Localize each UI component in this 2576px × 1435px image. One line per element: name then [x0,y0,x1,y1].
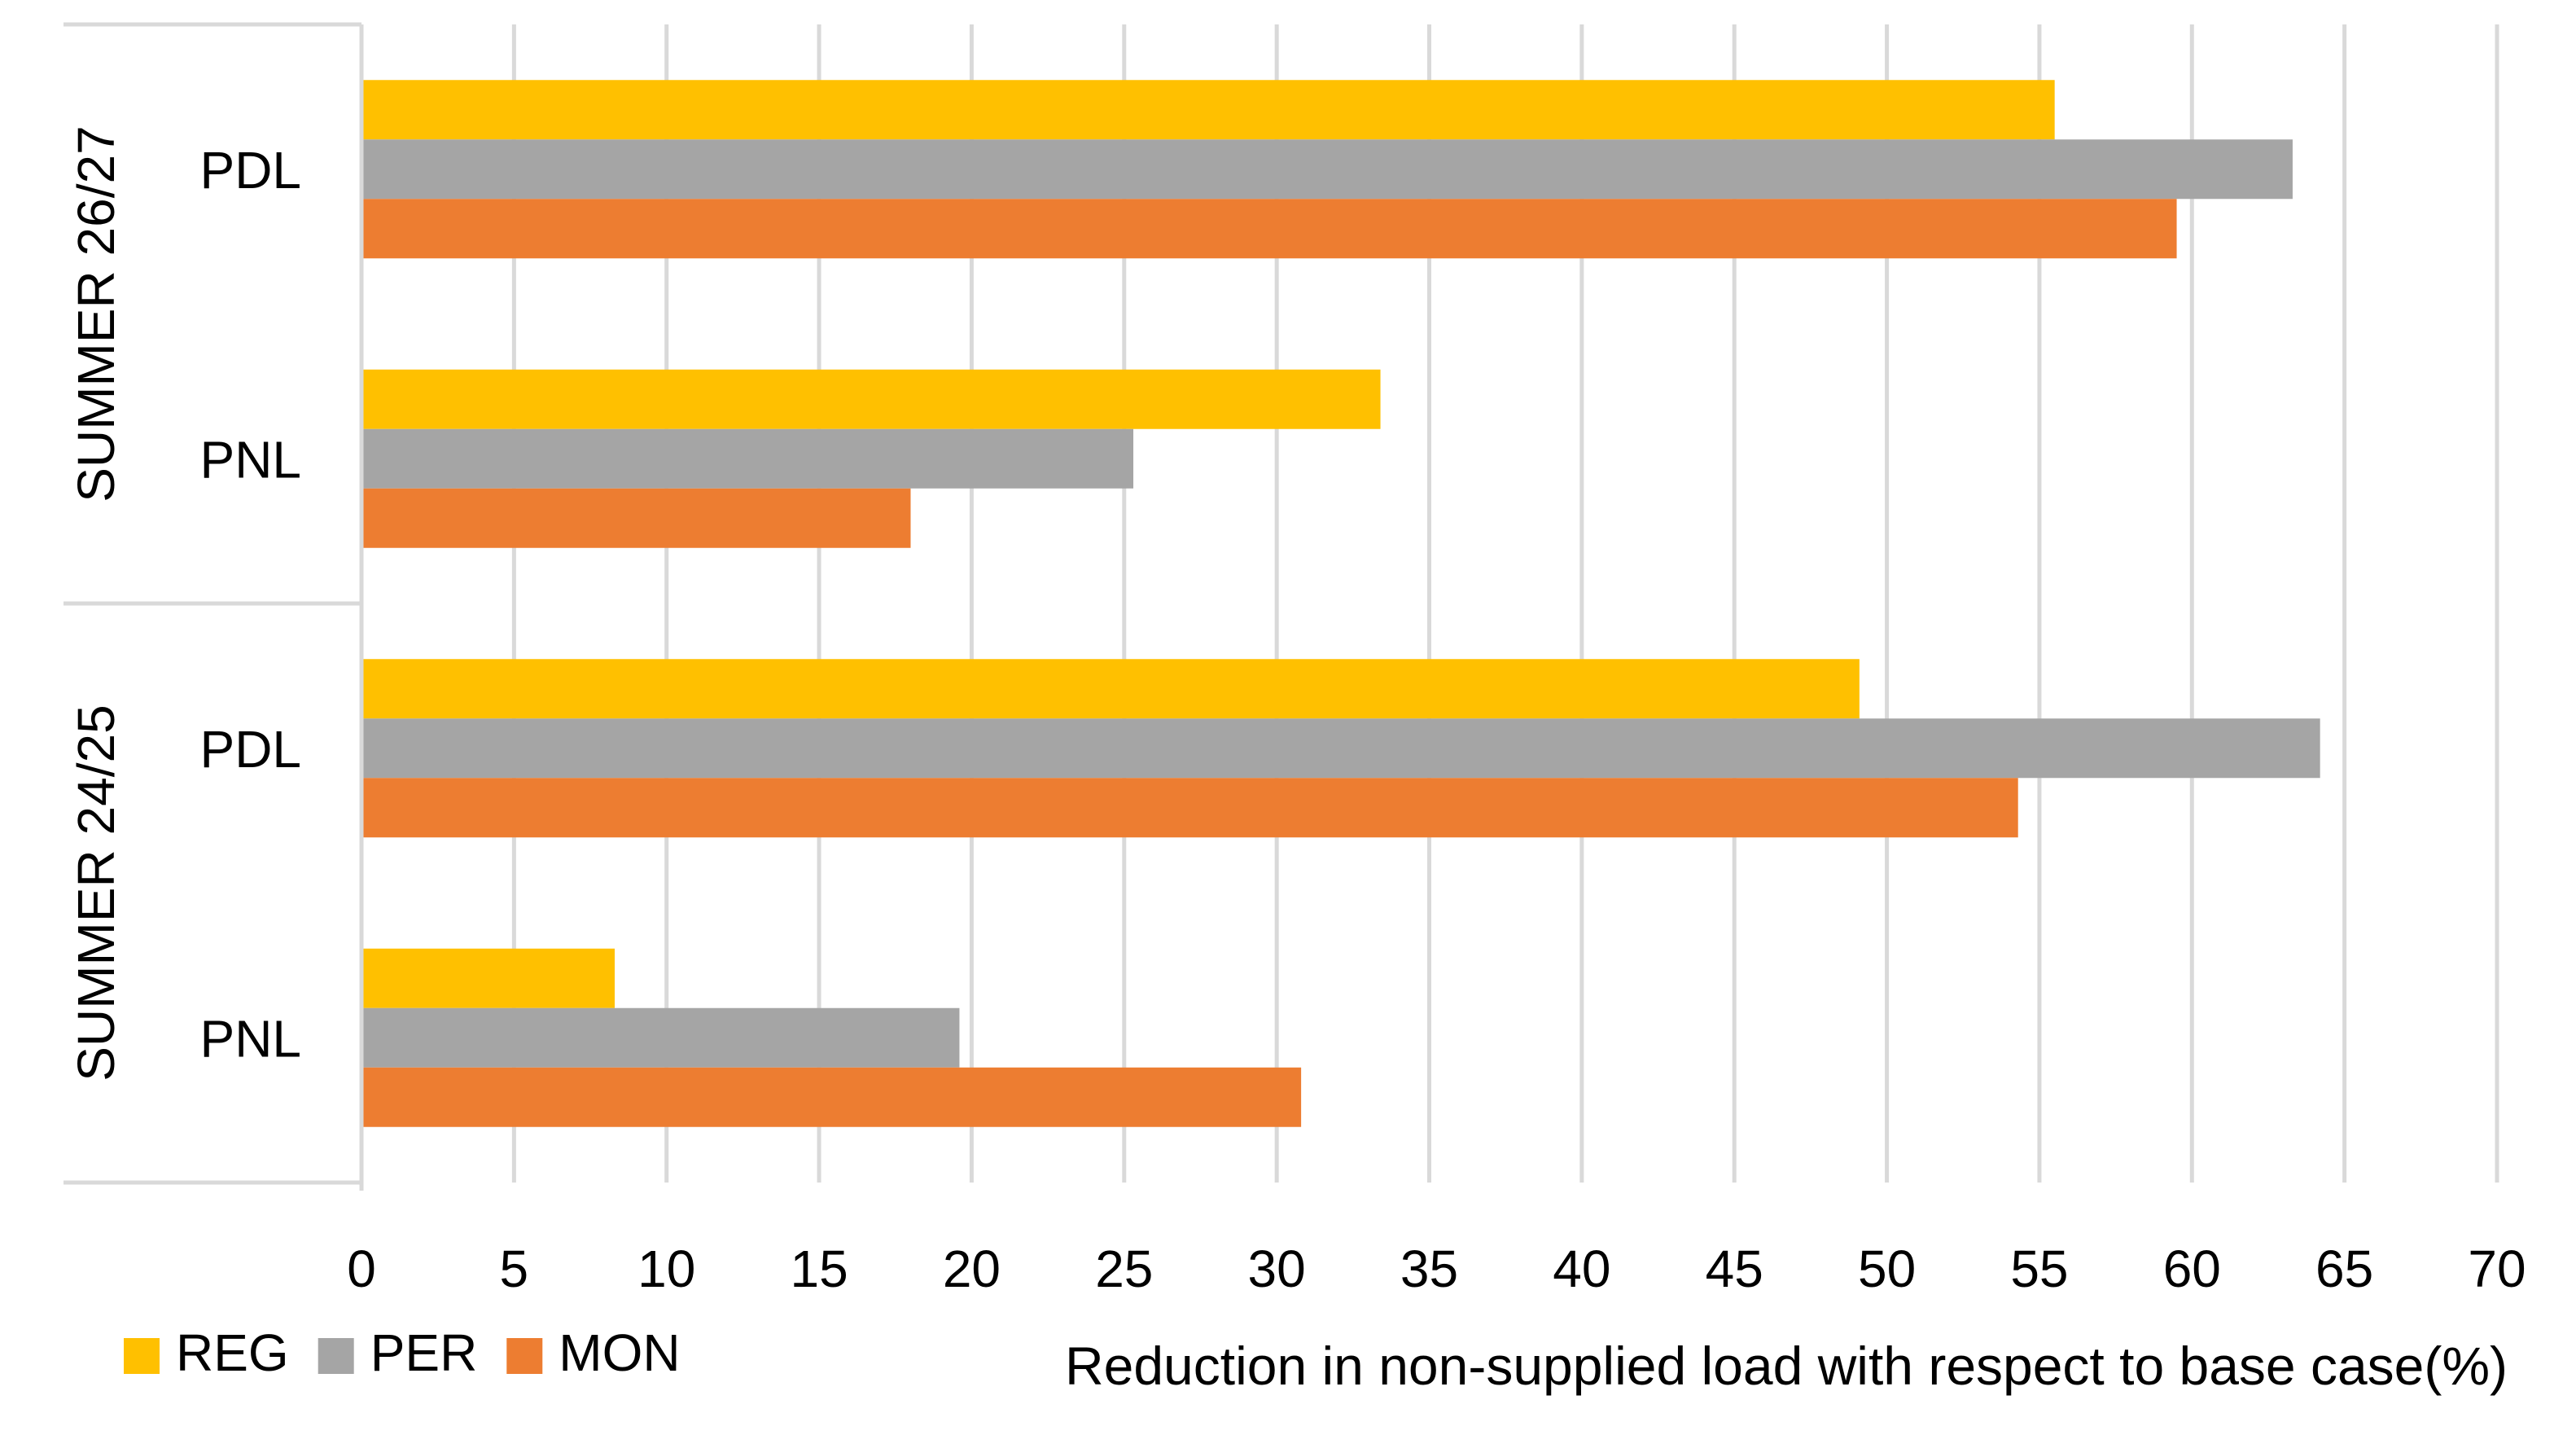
bar-reg [361,948,616,1008]
legend-label: MON [559,1323,680,1382]
bar-mon [361,488,911,548]
x-tick-label: 55 [2010,1240,2068,1298]
category-label: PNL [200,430,302,489]
x-tick-label: 65 [2315,1240,2373,1298]
category-label: PDL [200,720,302,779]
x-tick-label: 70 [2468,1240,2526,1298]
x-tick-label: 0 [347,1240,376,1298]
legend: REG PER MON [124,1323,681,1382]
bar-per [361,718,2320,779]
bar-mon [361,778,2018,838]
x-tick-labels: 0 5 10 15 20 25 30 35 40 45 50 55 60 65 70 [347,1240,2526,1298]
bar-reg [361,369,1381,429]
legend-label: REG [176,1323,289,1382]
category-labels: PDL PNL PDL PNL [200,141,302,1069]
x-tick-label: 20 [943,1240,1001,1298]
x-tick-label: 15 [790,1240,848,1298]
x-tick-label: 5 [500,1240,529,1298]
category-label: PNL [200,1009,302,1068]
bar-reg [361,80,2055,140]
axes [64,22,364,1191]
x-tick-label: 35 [1400,1240,1458,1298]
category-label: PDL [200,141,302,200]
x-tick-label: 40 [1553,1240,1610,1298]
legend-swatch-mon [506,1338,543,1374]
bar-per [361,139,2293,200]
bar-per [361,428,1134,489]
group-labels: SUMMER 26/27 SUMMER 24/25 [67,125,125,1081]
group-label: SUMMER 24/25 [67,704,125,1081]
bar-mon [361,199,2177,259]
x-tick-label: 50 [1858,1240,1916,1298]
x-tick-label: 30 [1248,1240,1306,1298]
x-axis-title: Reduction in non-supplied load with resp… [1065,1336,2508,1396]
legend-swatch-reg [124,1338,160,1374]
group-label: SUMMER 26/27 [67,125,125,502]
bar-mon [361,1067,1302,1127]
x-tick-label: 25 [1095,1240,1153,1298]
legend-label: PER [370,1323,478,1382]
bar-series [361,80,2320,1127]
legend-swatch-per [318,1338,354,1374]
bar-per [361,1007,960,1068]
x-tick-label: 60 [2163,1240,2221,1298]
x-tick-label: 10 [637,1240,695,1298]
bar-reg [361,659,1860,719]
x-tick-label: 45 [1706,1240,1763,1298]
